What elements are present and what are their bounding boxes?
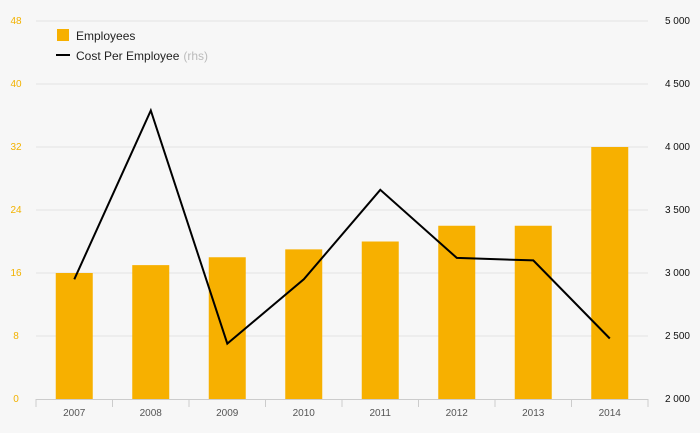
x-tick-label: 2013 [522, 408, 545, 419]
gridlines [36, 20, 648, 337]
bar-employees [591, 147, 629, 399]
right-tick-label: 2 000 [665, 394, 690, 405]
right-tick-label: 4 500 [665, 79, 690, 90]
x-axis: 2007 2008 2009 2010 2011 2012 2013 2014 [35, 399, 649, 419]
bar-employees [55, 273, 93, 399]
legend-label-employees: Employees [76, 29, 135, 43]
left-tick-label: 24 [10, 205, 22, 216]
bar-employees [132, 265, 170, 399]
legend-label-cost-per-employee: Cost Per Employee (rhs) [76, 49, 208, 63]
legend-label-cost-text: Cost Per Employee [76, 49, 180, 63]
x-tick-label: 2011 [369, 408, 391, 419]
left-tick-label: 0 [13, 394, 19, 405]
x-tick-label: 2012 [446, 408, 469, 419]
x-tick-label: 2014 [599, 408, 622, 419]
x-tick-label: 2009 [216, 408, 239, 419]
right-tick-label: 3 500 [665, 205, 690, 216]
bar-employees [285, 249, 323, 399]
bar-employees [208, 257, 246, 399]
legend: Employees Cost Per Employee (rhs) [56, 29, 208, 63]
right-tick-label: 3 000 [665, 268, 690, 279]
left-tick-label: 8 [13, 331, 19, 342]
right-tick-label: 4 000 [665, 142, 690, 153]
bar-employees [361, 241, 399, 399]
line-cost-per-employee [73, 107, 611, 346]
legend-label-rhs-suffix: (rhs) [183, 49, 208, 63]
x-tick-label: 2008 [140, 408, 163, 419]
left-tick-label: 16 [10, 268, 22, 279]
left-tick-label: 48 [10, 16, 22, 27]
bars-employees [55, 147, 629, 399]
bar-employees [438, 225, 476, 399]
left-axis: 0 8 16 24 32 40 48 [10, 16, 22, 405]
bar-employees [514, 225, 552, 399]
left-tick-label: 32 [10, 142, 22, 153]
left-tick-label: 40 [10, 79, 22, 90]
right-tick-label: 2 500 [665, 331, 690, 342]
x-tick-label: 2007 [63, 408, 86, 419]
right-axis: 2 000 2 500 3 000 3 500 4 000 4 500 5 000 [665, 16, 690, 405]
x-tick-label: 2010 [293, 408, 316, 419]
right-tick-label: 5 000 [665, 16, 690, 27]
legend-swatch-employees [57, 29, 69, 41]
